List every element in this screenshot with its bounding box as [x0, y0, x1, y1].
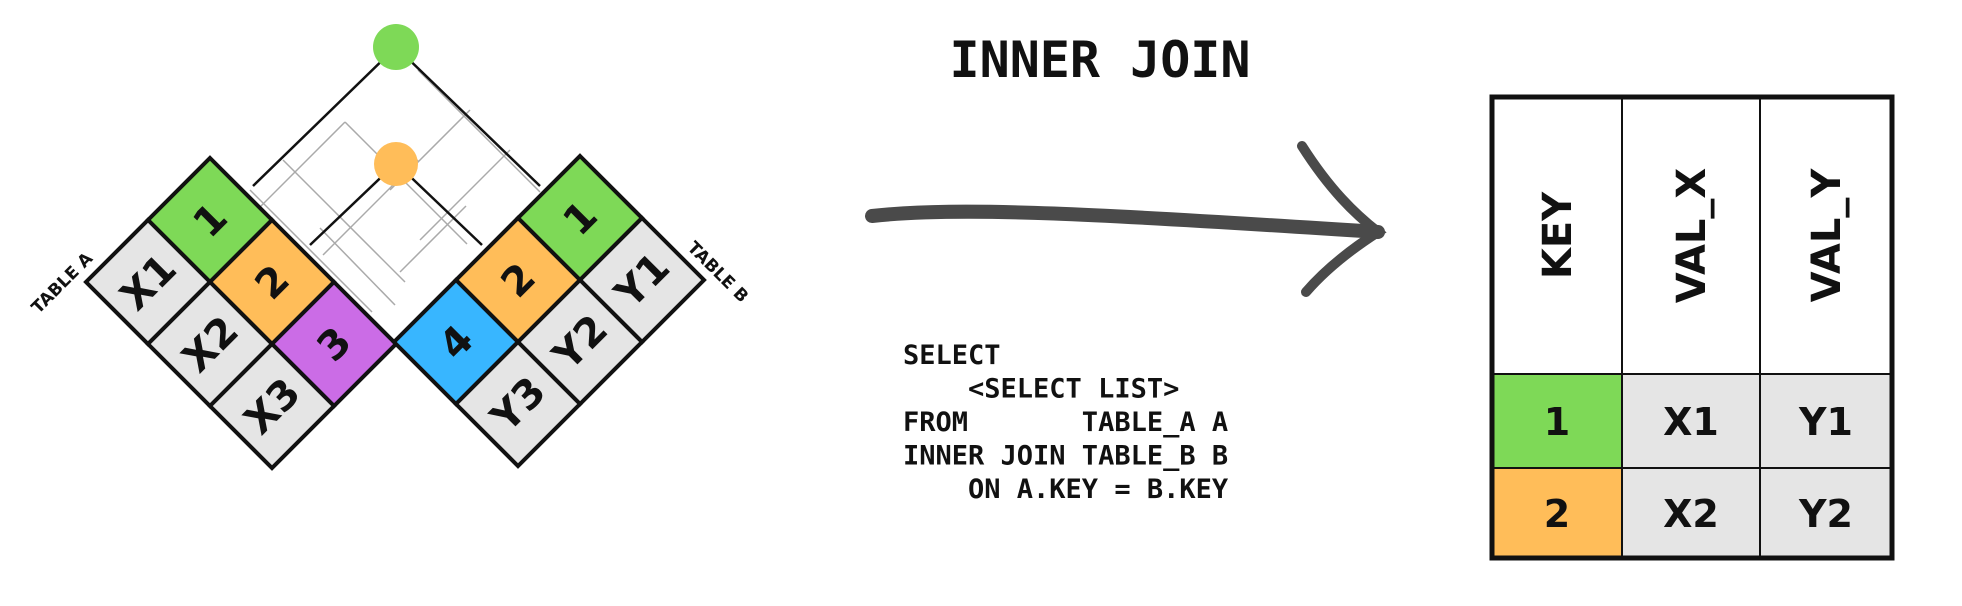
- sql-query: SELECT <SELECT LIST>FROM TABLE_A AINNER …: [903, 340, 1229, 505]
- sql-line-5: ON A.KEY = B.KEY: [903, 474, 1229, 505]
- sql-line-1: SELECT: [903, 340, 1001, 371]
- table-b-value-3: Y3: [453, 339, 583, 469]
- sql-line-3: FROM TABLE_A A: [903, 407, 1228, 438]
- result-header-key: KEY: [1535, 191, 1581, 279]
- join-dot-orange: [374, 142, 418, 186]
- result-cell-r1-c2: X1: [1663, 400, 1719, 444]
- result-cell-r2-c3: Y2: [1798, 492, 1853, 536]
- result-table-border: [1489, 94, 1895, 561]
- arrow-icon: [865, 141, 1387, 297]
- result-cell-r2-c1: 2: [1544, 492, 1570, 536]
- join-lattice: [249, 24, 541, 313]
- result-cell-r1-c3: Y1: [1798, 400, 1853, 444]
- sql-line-2: <SELECT LIST>: [903, 374, 1179, 405]
- diagram-title: INNER JOIN: [949, 31, 1250, 89]
- result-table: KEY VAL_X VAL_Y 1 X1 Y1 2 X2 Y2: [1489, 94, 1895, 561]
- sql-line-4: INNER JOIN TABLE_B B: [903, 441, 1228, 472]
- join-dot-green: [373, 24, 419, 70]
- table-a-value-3: X3: [207, 341, 337, 471]
- result-cell-r1-c1: 1: [1544, 400, 1570, 444]
- result-header-val-y: VAL_Y: [1804, 168, 1850, 303]
- result-cell-r2-c2: X2: [1663, 492, 1719, 536]
- result-header-val-x: VAL_X: [1669, 168, 1715, 304]
